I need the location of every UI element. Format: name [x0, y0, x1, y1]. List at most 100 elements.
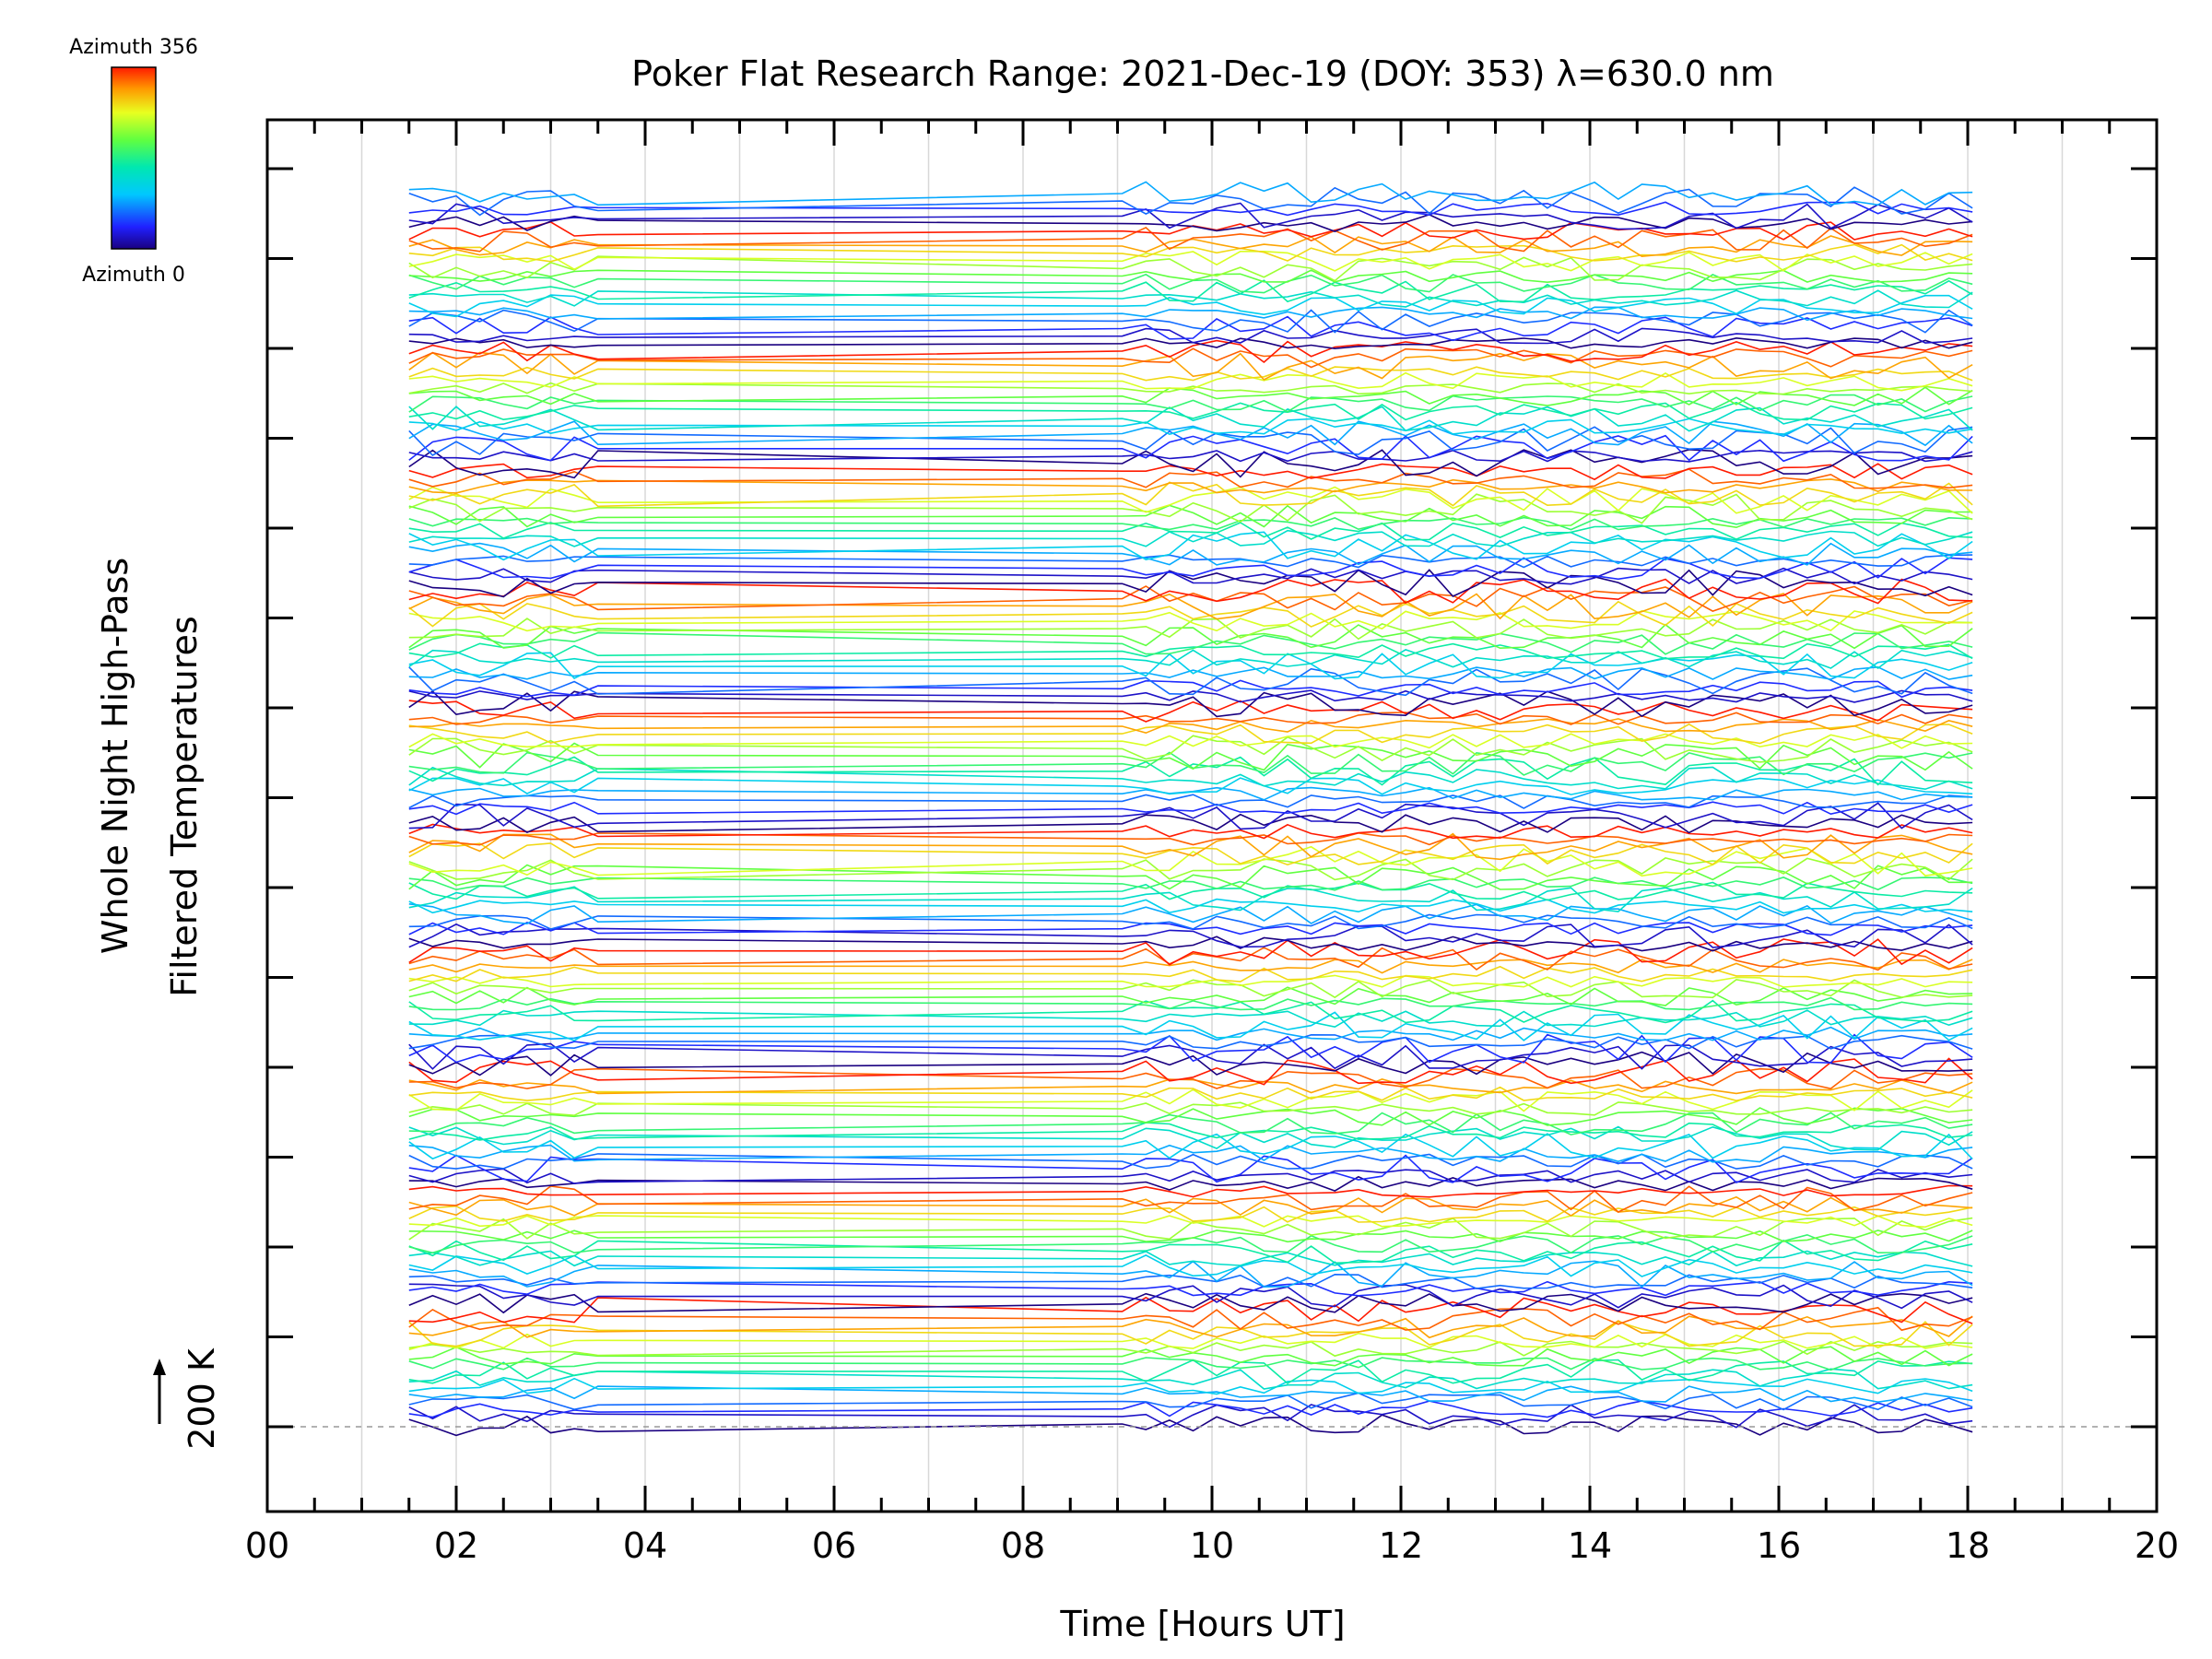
trace-line [408, 1205, 1973, 1223]
trace-line [408, 1086, 1973, 1102]
trace-line [408, 1153, 1973, 1170]
trace-line [408, 996, 1973, 1011]
x-axis-label: Time [Hours UT] [1059, 1604, 1345, 1644]
trace-line [408, 700, 1973, 723]
trace-line [408, 1239, 1973, 1265]
trace-line [408, 243, 1973, 263]
trace-line [408, 986, 1973, 1006]
trace-line [408, 1233, 1973, 1254]
trace-line [408, 1400, 1973, 1418]
trace-line [408, 401, 1973, 421]
x-tick-label: 18 [1946, 1525, 1990, 1566]
trace-line [408, 1101, 1973, 1117]
trace-line [408, 1042, 1973, 1070]
trace-line [408, 201, 1973, 217]
trace-line [408, 1057, 1973, 1086]
trace-line [408, 965, 1973, 982]
trace-line [408, 1215, 1973, 1229]
trace-line [408, 1254, 1973, 1277]
trace-line [408, 1404, 1973, 1429]
trace-line [408, 1185, 1973, 1213]
trace-line [408, 689, 1973, 703]
trace-line [408, 1292, 1973, 1314]
trace-line [408, 315, 1973, 342]
trace-line [408, 1230, 1973, 1243]
trace-line [408, 1051, 1973, 1077]
trace-line [408, 366, 1973, 382]
trace-line [408, 751, 1973, 776]
trace-line [408, 1321, 1973, 1347]
trace-line [408, 1377, 1973, 1395]
y-axis-label-line2: Filtered Temperatures [164, 616, 205, 996]
traces [267, 181, 2157, 1437]
trace-line [408, 649, 1973, 669]
trace-line [408, 1107, 1973, 1126]
trace-line [408, 766, 1973, 791]
trace-line [408, 1414, 1973, 1437]
trace-line [408, 279, 1973, 303]
trace-line [408, 289, 1973, 309]
trace-line [408, 1033, 1973, 1065]
trace-line [408, 186, 1973, 217]
trace-line [408, 542, 1973, 566]
trace-line [408, 1195, 1973, 1218]
trace-line [408, 1078, 1973, 1095]
trace-line [408, 448, 1973, 479]
trace-line [408, 1088, 1973, 1112]
trace-line [408, 1260, 1973, 1288]
trace-line [408, 1273, 1973, 1289]
trace-line [408, 935, 1973, 952]
trace-line [408, 947, 1973, 971]
plot-frame [265, 118, 2159, 1513]
trace-line [408, 786, 1973, 801]
trace-line [408, 959, 1973, 974]
trace-line [408, 273, 1973, 294]
chart-title: Poker Flat Research Range: 2021-Dec-19 (… [631, 53, 1774, 94]
trace-line [408, 386, 1973, 406]
trace-line [408, 831, 1973, 846]
trace-line [408, 665, 1973, 680]
trace-line [408, 406, 1973, 432]
trace-line [408, 486, 1973, 514]
trace-line [408, 845, 1973, 877]
x-tick-label: 14 [1568, 1525, 1612, 1566]
trace-line [408, 221, 1973, 241]
trace-line [408, 1306, 1973, 1332]
trace-line [408, 394, 1973, 413]
trace-line [408, 481, 1973, 508]
trace-line [408, 842, 1973, 866]
trace-line [408, 463, 1973, 481]
trace-line [408, 974, 1973, 988]
colorbar-top-label: Azimuth 356 [69, 36, 198, 59]
x-tick-label: 12 [1379, 1525, 1423, 1566]
trace-line [408, 1359, 1973, 1384]
trace-line [408, 569, 1973, 598]
trace-line [408, 832, 1973, 861]
x-tick-label: 06 [812, 1525, 856, 1566]
trace-line [408, 857, 1973, 881]
trace-line [408, 733, 1973, 749]
trace-line [408, 371, 1973, 392]
trace-line [408, 567, 1973, 585]
trace-line [408, 1011, 1973, 1041]
trace-line [408, 1175, 1973, 1192]
trace-line [408, 269, 1973, 284]
trace-line [408, 864, 1973, 890]
trace-line [408, 351, 1973, 381]
trace-line [408, 1392, 1973, 1411]
trace-line [408, 1283, 1973, 1310]
trace-line [408, 903, 1973, 925]
trace-line [408, 1026, 1973, 1041]
trace-line [408, 1154, 1973, 1184]
trace-line [408, 652, 1973, 680]
trace-line [408, 382, 1973, 395]
grid-lines [360, 120, 2064, 1512]
scale-bar-label: 200 K [182, 1347, 222, 1450]
trace-line [408, 251, 1973, 272]
trace-line [408, 306, 1973, 322]
colorbar: Azimuth 356 Azimuth 0 [69, 36, 198, 287]
trace-line [408, 718, 1973, 735]
trace-line [408, 609, 1973, 632]
trace-line [408, 913, 1973, 930]
trace-line [408, 418, 1973, 436]
